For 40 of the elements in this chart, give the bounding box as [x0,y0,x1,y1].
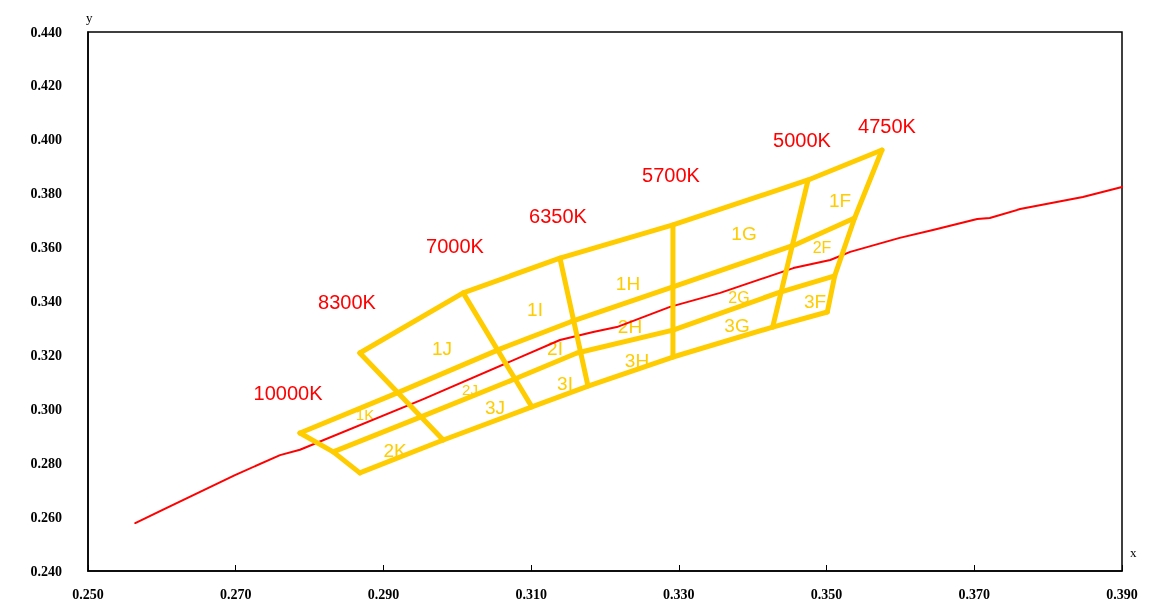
x-tick-label: 0.350 [810,586,843,602]
y-axis-title: y [86,10,93,25]
y-tick-label: 0.260 [30,509,62,525]
y-tick-label: 0.420 [30,78,62,94]
y-tick-label: 0.240 [30,563,62,579]
annotation: 3F [803,290,827,312]
annotation: 6350K [529,205,588,227]
x-tick-label: 0.370 [958,586,991,602]
x-tick-label: 0.290 [367,586,400,602]
x-tick-label: 0.330 [663,586,695,602]
annotation: 3I [557,372,573,394]
y-tick-label: 0.300 [30,401,62,417]
annotation: 10000K [253,382,324,404]
y-tick-label: 0.360 [30,240,62,256]
annotation: 3G [724,314,750,336]
y-tick-label: 0.400 [30,132,62,148]
annotation: 2F [812,238,832,256]
annotation: 5000K [773,129,832,151]
annotation: 5700K [642,164,701,186]
x-tick-label: 0.390 [1106,586,1138,602]
annotation: 2H [617,315,643,337]
annotation: 4750K [858,115,917,137]
x-tick-label: 0.310 [515,586,547,602]
x-tick-label: 0.270 [219,586,252,602]
y-tick-label: 0.320 [30,347,62,363]
x-tick-label: 0.250 [72,586,104,602]
annotation: 8300K [318,291,377,313]
y-tick-label: 0.280 [30,455,62,471]
y-tick-label: 0.380 [30,186,62,202]
annotation: 1I [527,298,543,320]
annotation: 7000K [426,235,485,257]
annotation: 1F [828,189,852,211]
y-tick-label: 0.340 [30,294,62,309]
annotation: 2G [728,288,750,306]
annotation: 1G [731,222,757,244]
annotation: 1J [431,337,453,359]
x-axis-title: x [1130,545,1137,560]
y-tick-label: 0.440 [30,24,62,40]
annotation: 3J [484,396,506,418]
annotation: 1H [615,272,641,294]
